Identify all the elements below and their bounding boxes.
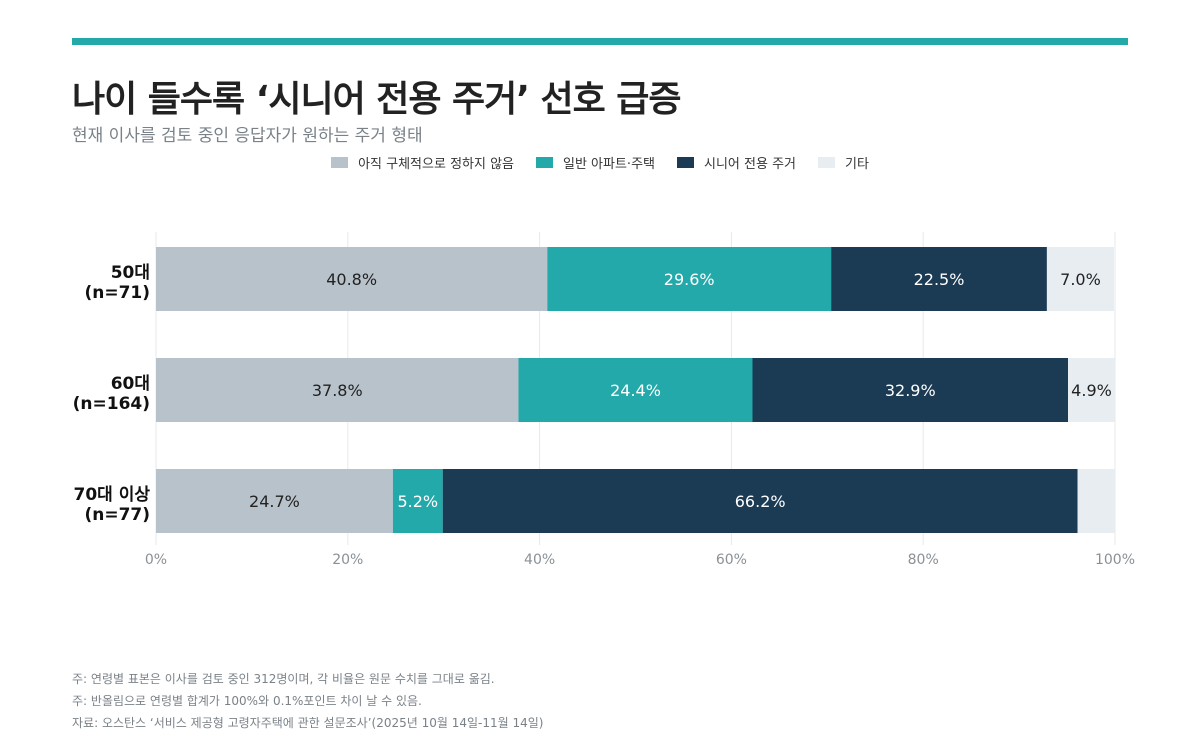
y-category-label: 50대 xyxy=(111,263,150,283)
bar-segment xyxy=(156,469,393,533)
y-category-sample-label: (n=77) xyxy=(84,505,150,525)
legend-item-senior: 시니어 전용 주거 xyxy=(677,153,796,172)
footnote-sample: 주: 연령별 표본은 이사를 검토 중인 312명이며, 각 비율은 원문 수치… xyxy=(72,672,495,686)
legend-item-other: 기타 xyxy=(818,153,869,172)
x-tick-label: 60% xyxy=(716,552,747,568)
footnotes: 주: 연령별 표본은 이사를 검토 중인 312명이며, 각 비율은 원문 수치… xyxy=(72,668,543,734)
x-tick-label: 80% xyxy=(908,552,939,568)
data-label: 66.2% xyxy=(735,492,786,511)
bar-segment xyxy=(392,469,443,533)
bar-segment xyxy=(1046,247,1115,311)
footnote-rounding: 주: 반올림으로 연령별 합계가 100%와 0.1%포인트 차이 날 수 있음… xyxy=(72,694,422,708)
legend: 아직 구체적으로 정하지 않음 일반 아파트·주택 시니어 전용 주거 기타 xyxy=(0,153,1200,172)
y-category-sample-label: (n=71) xyxy=(84,283,150,303)
legend-swatch-senior xyxy=(677,157,694,168)
bar-segment xyxy=(752,358,1069,422)
data-label: 24.7% xyxy=(249,492,300,511)
data-label: 24.4% xyxy=(610,381,661,400)
chart-title: 나이 들수록 ‘시니어 전용 주거’ 선호 급증 xyxy=(72,79,681,120)
data-label: 40.8% xyxy=(326,270,377,289)
x-tick-label: 0% xyxy=(145,552,167,568)
stacked-bar-chart: 0% 20% 40% 60% 80% 100% 40.8% 29.6% 22.5% 7.0% 50대… xyxy=(73,232,1135,568)
legend-swatch-other xyxy=(818,157,835,168)
top-accent-rule xyxy=(72,38,1128,45)
bar-segment xyxy=(442,469,1078,533)
data-label: 7.0% xyxy=(1060,270,1101,289)
data-label: 22.5% xyxy=(914,270,965,289)
legend-label-apartment: 일반 아파트·주택 xyxy=(563,157,655,172)
y-category-label: 60대 xyxy=(111,374,150,394)
legend-swatch-apartment xyxy=(536,157,553,168)
data-label: 5.2% xyxy=(397,492,438,511)
legend-item-undecided: 아직 구체적으로 정하지 않음 xyxy=(331,153,514,172)
legend-swatch-undecided xyxy=(331,157,349,168)
y-category-label: 70대 이상 xyxy=(74,485,151,505)
y-category-sample-label: (n=164) xyxy=(73,394,150,414)
bar-segment xyxy=(547,247,832,311)
x-tick-label: 20% xyxy=(332,552,363,568)
data-label: 4.9% xyxy=(1071,381,1112,400)
data-label: 29.6% xyxy=(664,270,715,289)
x-tick-label: 40% xyxy=(524,552,555,568)
bar-segment xyxy=(156,358,519,422)
bar-segment xyxy=(1068,358,1115,422)
x-tick-label: 100% xyxy=(1095,552,1135,568)
legend-label-other: 기타 xyxy=(845,157,869,172)
data-label: 32.9% xyxy=(885,381,936,400)
bar-segment xyxy=(831,247,1047,311)
legend-label-senior: 시니어 전용 주거 xyxy=(704,157,796,172)
legend-item-apartment: 일반 아파트·주택 xyxy=(536,153,655,172)
legend-label-undecided: 아직 구체적으로 정하지 않음 xyxy=(358,157,514,172)
bar-segment xyxy=(156,247,548,311)
footnote-source: 자료: 오스탄스 ‘서비스 제공형 고령자주택에 관한 설문조사’(2025년 … xyxy=(72,716,544,730)
chart-subtitle: 현재 이사를 검토 중인 응답자가 원하는 주거 형태 xyxy=(72,126,423,146)
bar-segment xyxy=(518,358,753,422)
data-label: 37.8% xyxy=(312,381,363,400)
bar-segment xyxy=(1077,469,1115,533)
